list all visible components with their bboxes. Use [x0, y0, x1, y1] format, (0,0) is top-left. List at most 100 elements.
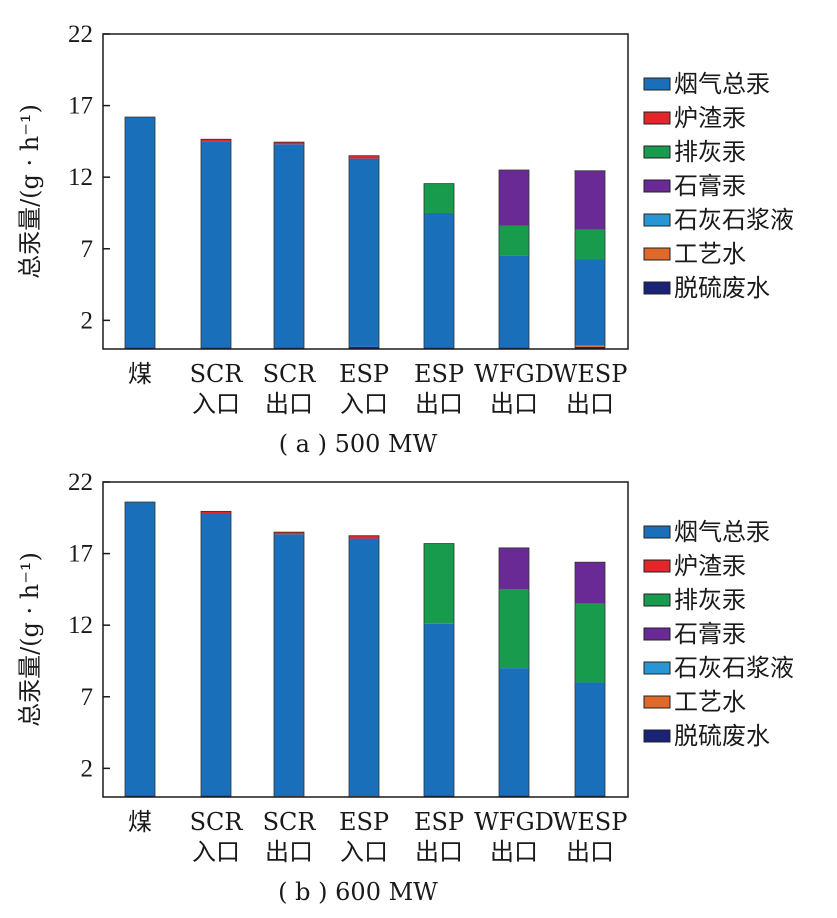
legend-swatch: [643, 559, 671, 573]
y-tick-label: 7: [81, 684, 94, 711]
bar-segment: [575, 603, 605, 683]
x-tick-label-line2: 出口: [566, 838, 614, 866]
bar-segment: [499, 170, 529, 226]
x-tick-label: WESP: [553, 360, 628, 388]
bar-segment: [575, 346, 605, 349]
bar-segment: [575, 345, 605, 347]
y-axis-label: 总汞量/(g · h⁻¹): [16, 552, 44, 727]
bar-segment: [424, 543, 454, 624]
x-tick-label-line2: 入口: [340, 838, 388, 866]
legend-label: 烟气总汞: [674, 70, 770, 98]
legend-swatch: [643, 179, 671, 193]
bar-segment: [274, 532, 304, 535]
legend-swatch: [643, 145, 671, 159]
bar-segment: [274, 534, 304, 797]
legend-label: 石膏汞: [674, 620, 746, 648]
x-tick-label-line2: 出口: [265, 390, 313, 418]
chart-caption: ( b ) 600 MW: [278, 878, 438, 906]
y-tick-label: 2: [81, 307, 94, 334]
legend-swatch: [643, 111, 671, 125]
bar-segment: [424, 212, 454, 348]
bar-segment: [575, 170, 605, 230]
x-tick-label: ESP: [414, 360, 464, 388]
bar-segment: [274, 142, 304, 145]
y-tick-label: 22: [68, 469, 93, 496]
bar-segment: [125, 117, 155, 348]
bar-segment: [201, 141, 231, 348]
x-tick-label-line2: 出口: [490, 838, 538, 866]
bar-segment: [201, 511, 231, 514]
legend-swatch: [643, 661, 671, 675]
bar-segment: [499, 668, 529, 796]
legend-swatch: [643, 281, 671, 295]
legend-label: 石灰石浆液: [674, 206, 794, 234]
x-tick-label: WFGD: [474, 360, 554, 388]
bar-segment: [499, 589, 529, 669]
x-tick-label: 煤: [128, 808, 152, 836]
x-tick-label: WFGD: [474, 808, 554, 836]
legend-swatch: [643, 525, 671, 539]
legend-label: 烟气总汞: [674, 518, 770, 546]
bar-segment: [349, 535, 379, 539]
bar-segment: [499, 547, 529, 590]
bar-segment: [125, 502, 155, 796]
legend-label: 脱硫废水: [674, 722, 770, 750]
x-tick-label-line2: 出口: [265, 838, 313, 866]
bar-segment: [274, 144, 304, 348]
bar-segment: [424, 623, 454, 796]
x-tick-label-line2: 出口: [415, 838, 463, 866]
legend-swatch: [643, 729, 671, 743]
legend-label: 石膏汞: [674, 172, 746, 200]
y-tick-label: 17: [68, 93, 93, 120]
x-tick-label-line2: 入口: [192, 390, 240, 418]
x-tick-label: SCR: [190, 808, 244, 836]
legend-label: 工艺水: [674, 240, 746, 268]
bar-segment: [424, 183, 454, 213]
bar-segment: [575, 229, 605, 260]
bar-segment: [499, 225, 529, 256]
bar-segment: [575, 682, 605, 796]
x-tick-label: ESP: [339, 360, 389, 388]
bar-segment: [201, 513, 231, 796]
plot-frame: [102, 481, 629, 798]
legend-label: 排灰汞: [674, 138, 746, 166]
legend-swatch: [643, 247, 671, 261]
legend-label: 脱硫废水: [674, 274, 770, 302]
bar-segment: [201, 139, 231, 142]
y-tick-label: 7: [81, 236, 94, 263]
x-tick-label-line2: 入口: [340, 390, 388, 418]
y-tick-label: 2: [81, 755, 94, 782]
x-tick-label: ESP: [414, 808, 464, 836]
legend-label: 石灰石浆液: [674, 654, 794, 682]
bar-segment: [349, 158, 379, 347]
bar-segment: [575, 259, 605, 346]
x-tick-label-line2: 出口: [415, 390, 463, 418]
y-tick-label: 12: [68, 612, 93, 639]
x-tick-label-line2: 出口: [490, 390, 538, 418]
legend-label: 炉渣汞: [674, 552, 746, 580]
x-tick-label: WESP: [553, 808, 628, 836]
legend-swatch: [643, 213, 671, 227]
x-tick-label: SCR: [190, 360, 244, 388]
legend-swatch: [643, 695, 671, 709]
x-tick-label: SCR: [263, 808, 317, 836]
chart-caption: ( a ) 500 MW: [279, 430, 438, 458]
legend-swatch: [643, 593, 671, 607]
x-tick-label: ESP: [339, 808, 389, 836]
bar-segment: [349, 538, 379, 797]
plot-frame: [102, 33, 629, 350]
bar-segment: [575, 562, 605, 604]
x-tick-label: SCR: [263, 360, 317, 388]
x-tick-label-line2: 出口: [566, 390, 614, 418]
y-axis-label: 总汞量/(g · h⁻¹): [16, 104, 44, 279]
legend-swatch: [643, 77, 671, 91]
bar-segment: [499, 255, 529, 348]
x-tick-label: 煤: [128, 360, 152, 388]
y-tick-label: 12: [68, 164, 93, 191]
legend-label: 排灰汞: [674, 586, 746, 614]
legend-label: 炉渣汞: [674, 104, 746, 132]
